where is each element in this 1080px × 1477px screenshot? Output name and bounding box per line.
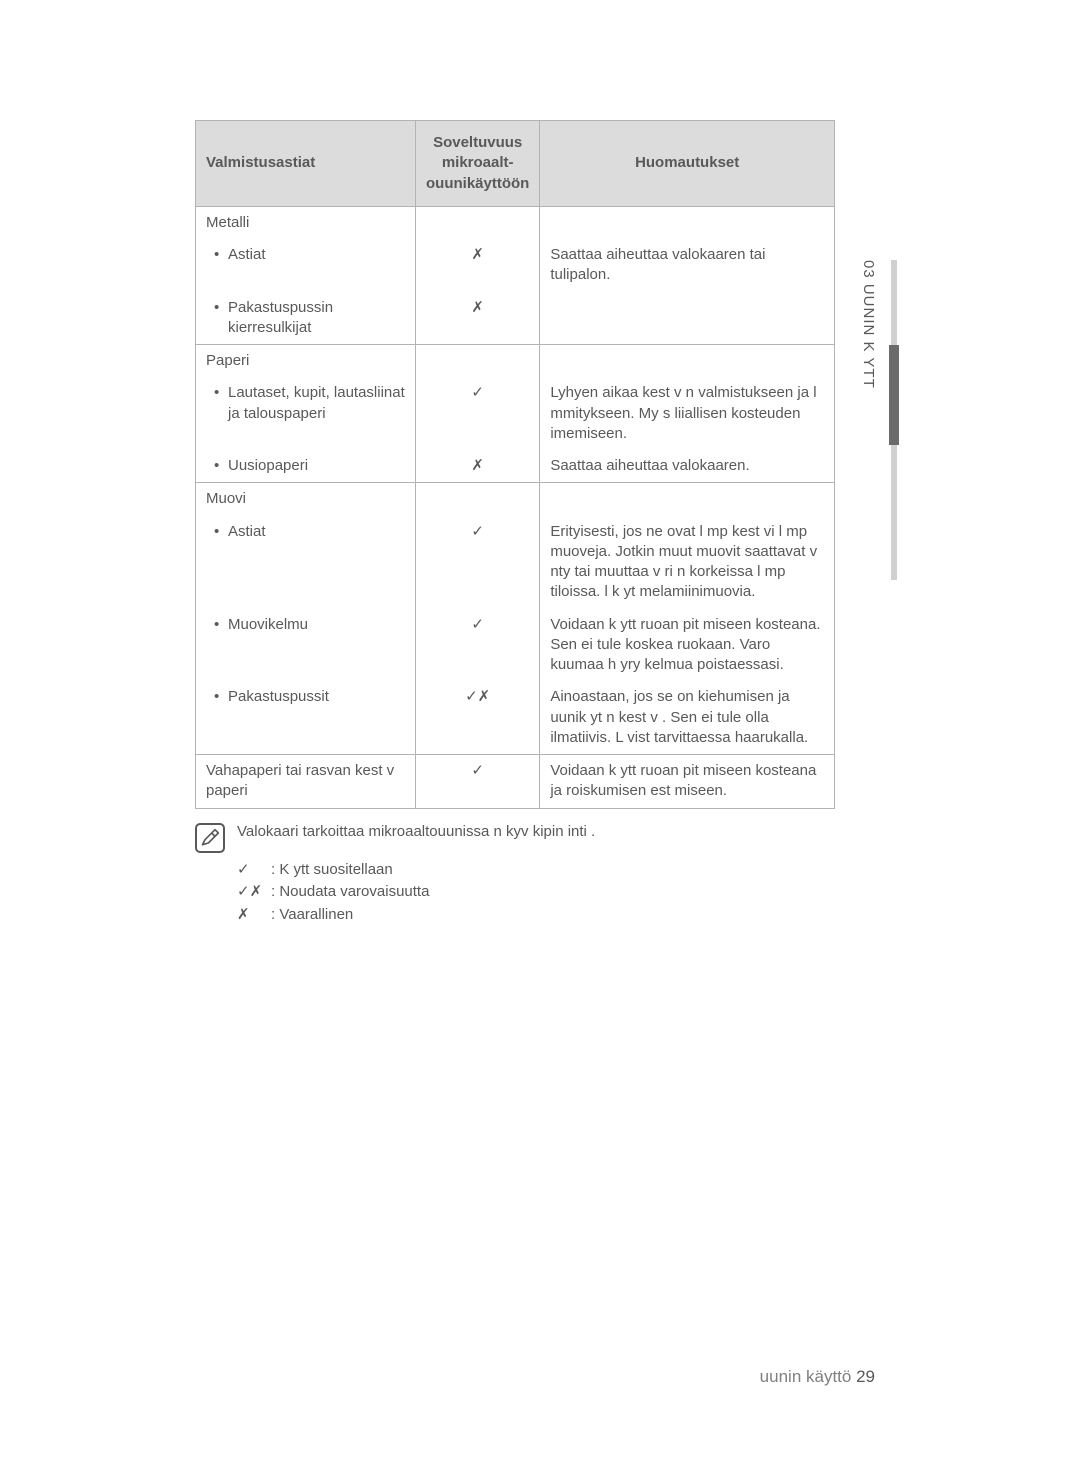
- final-comment-cell: Voidaan k ytt ruoan pit miseen kosteana …: [540, 755, 835, 809]
- category-safe: [416, 206, 540, 239]
- legend-text: : Noudata varovaisuutta: [271, 881, 429, 904]
- item-safe-cell: ✓: [416, 377, 540, 450]
- category-comment: [540, 206, 835, 239]
- item-comment-cell: Ainoastaan, jos se on kiehumisen ja uuni…: [540, 681, 835, 754]
- category-cell: Paperi: [196, 345, 416, 378]
- category-safe: [416, 483, 540, 516]
- item-name-cell: Pakastuspussin kierresulkijat: [196, 292, 416, 345]
- item-name-cell: Astiat: [196, 516, 416, 609]
- note-icon: [195, 823, 225, 853]
- legend-row: ✗: Vaarallinen: [237, 904, 885, 927]
- item-safe-cell: ✗: [416, 239, 540, 292]
- item-name-cell: Astiat: [196, 239, 416, 292]
- legend-text: : Vaarallinen: [271, 904, 353, 927]
- item-comment-cell: [540, 292, 835, 345]
- item-comment-cell: Voidaan k ytt ruoan pit miseen kosteana.…: [540, 609, 835, 682]
- category-comment: [540, 483, 835, 516]
- item-safe-cell: ✓: [416, 609, 540, 682]
- category-safe: [416, 345, 540, 378]
- page-footer: uunin käyttö 29: [760, 1367, 875, 1387]
- category-comment: [540, 345, 835, 378]
- item-safe-cell: ✓: [416, 516, 540, 609]
- note-text: Valokaari tarkoittaa mikroaaltouunissa n…: [237, 821, 595, 844]
- item-safe-cell: ✓✗: [416, 681, 540, 754]
- side-bar-dark: [889, 345, 899, 445]
- legend-row: ✓: K ytt suositellaan: [237, 859, 885, 882]
- col-header-cookware: Valmistusastiat: [196, 121, 416, 207]
- page-number: 29: [856, 1367, 875, 1386]
- legend-text: : K ytt suositellaan: [271, 859, 393, 882]
- cookware-table: Valmistusastiat Soveltuvuus mikroaalt-ou…: [195, 120, 835, 809]
- category-cell: Muovi: [196, 483, 416, 516]
- final-name-cell: Vahapaperi tai rasvan kest v paperi: [196, 755, 416, 809]
- legend-row: ✓✗: Noudata varovaisuutta: [237, 881, 885, 904]
- item-comment-cell: Saattaa aiheuttaa valokaaren tai tulipal…: [540, 239, 835, 292]
- side-section-label: 03 UUNIN K YTT: [860, 260, 885, 389]
- item-safe-cell: ✗: [416, 450, 540, 483]
- item-name-cell: Muovikelmu: [196, 609, 416, 682]
- legend-symbol: ✗: [237, 904, 271, 927]
- item-name-cell: Uusiopaperi: [196, 450, 416, 483]
- side-tab: 03 UUNIN K YTT: [860, 260, 885, 389]
- note-section: Valokaari tarkoittaa mikroaaltouunissa n…: [195, 821, 885, 853]
- item-comment-cell: Saattaa aiheuttaa valokaaren.: [540, 450, 835, 483]
- item-comment-cell: Lyhyen aikaa kest v n valmistukseen ja l…: [540, 377, 835, 450]
- item-name-cell: Lautaset, kupit, lautasliinat ja talousp…: [196, 377, 416, 450]
- col-header-safe: Soveltuvuus mikroaalt-ouunikäyttöön: [416, 121, 540, 207]
- legend-symbol: ✓✗: [237, 881, 271, 904]
- legend: ✓: K ytt suositellaan✓✗: Noudata varovai…: [237, 859, 885, 927]
- item-comment-cell: Erityisesti, jos ne ovat l mp kest vi l …: [540, 516, 835, 609]
- item-safe-cell: ✗: [416, 292, 540, 345]
- footer-text: uunin käyttö: [760, 1367, 856, 1386]
- legend-symbol: ✓: [237, 859, 271, 882]
- item-name-cell: Pakastuspussit: [196, 681, 416, 754]
- final-safe-cell: ✓: [416, 755, 540, 809]
- category-cell: Metalli: [196, 206, 416, 239]
- col-header-comments: Huomautukset: [540, 121, 835, 207]
